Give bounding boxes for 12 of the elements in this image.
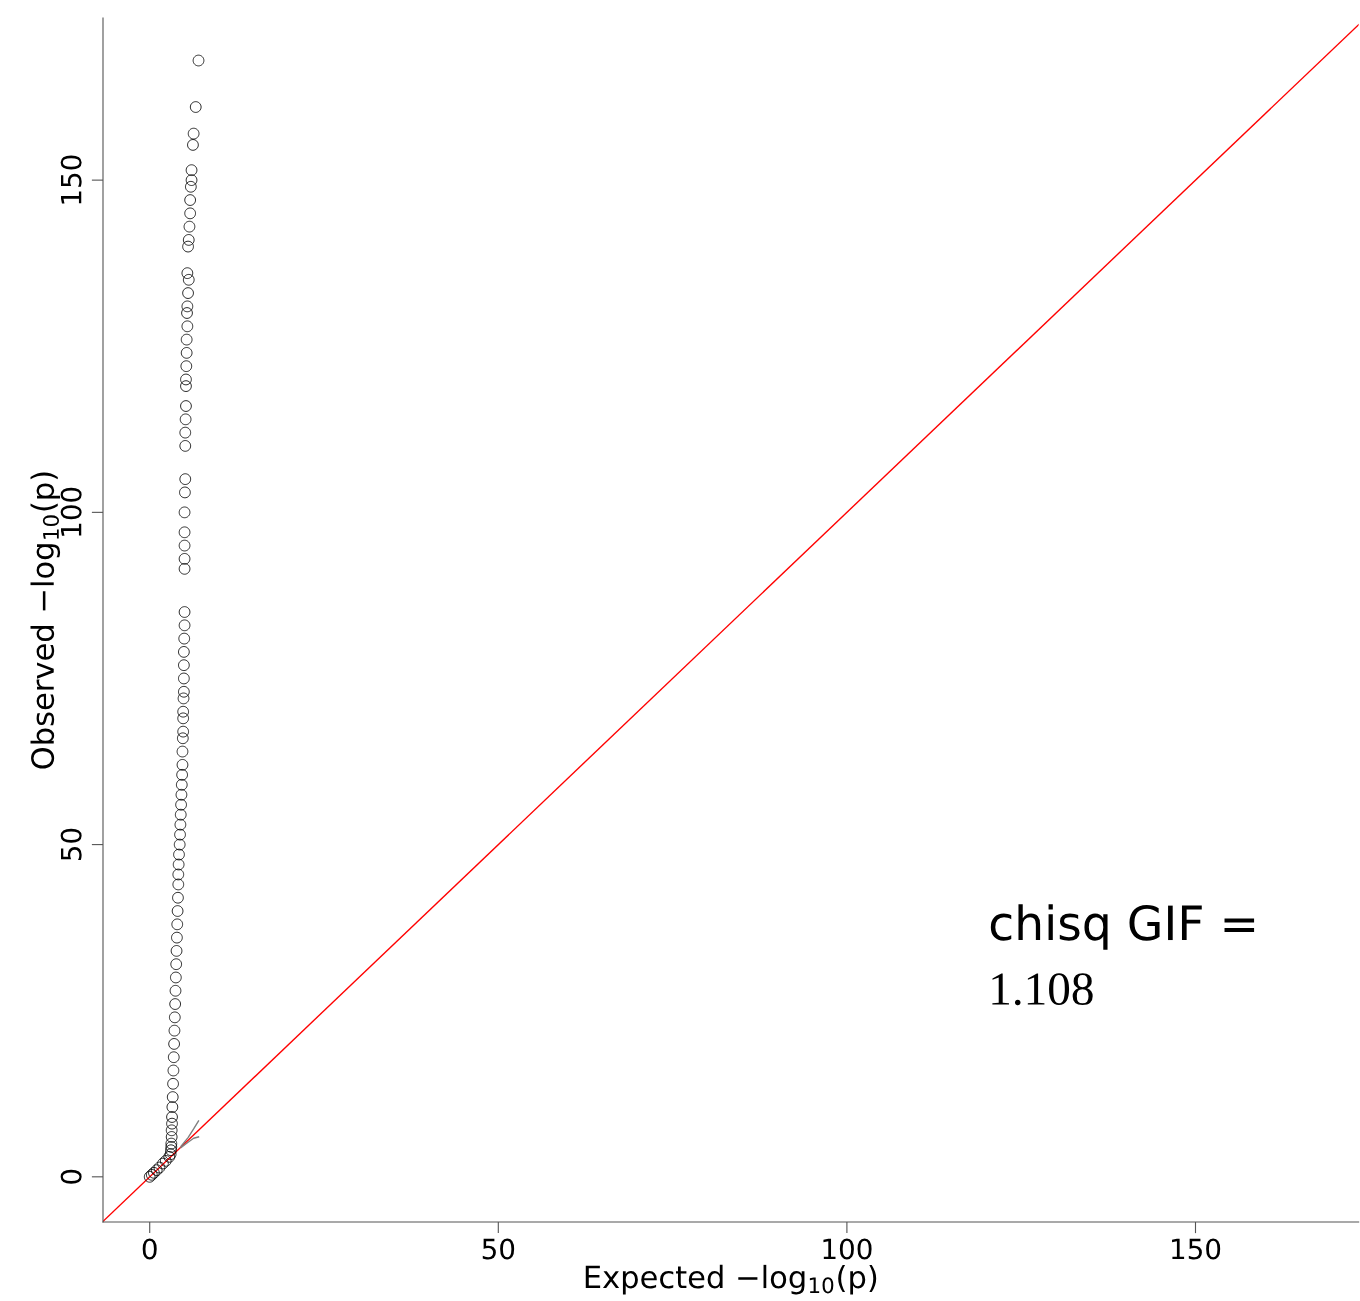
x-tick-label: 0 (142, 1238, 157, 1260)
annotation: chisq GIF = (990, 904, 1255, 950)
x-axis-title: Expected −log$_{10}$(p) (585, 1264, 877, 1295)
annotation: 1.108 (992, 973, 1093, 1006)
y-tick-label: 0 (60, 1169, 82, 1184)
x-tick-label: 150 (1172, 1238, 1221, 1260)
y-axis-title: Observed −log$_{10}$(p) (30, 472, 61, 769)
y-tick-label: 100 (60, 487, 82, 536)
x-tick-label: 50 (482, 1238, 515, 1260)
y-tick-label: 150 (60, 155, 82, 204)
x-tick-label: 100 (823, 1238, 872, 1260)
y-tick-label: 50 (60, 828, 82, 861)
